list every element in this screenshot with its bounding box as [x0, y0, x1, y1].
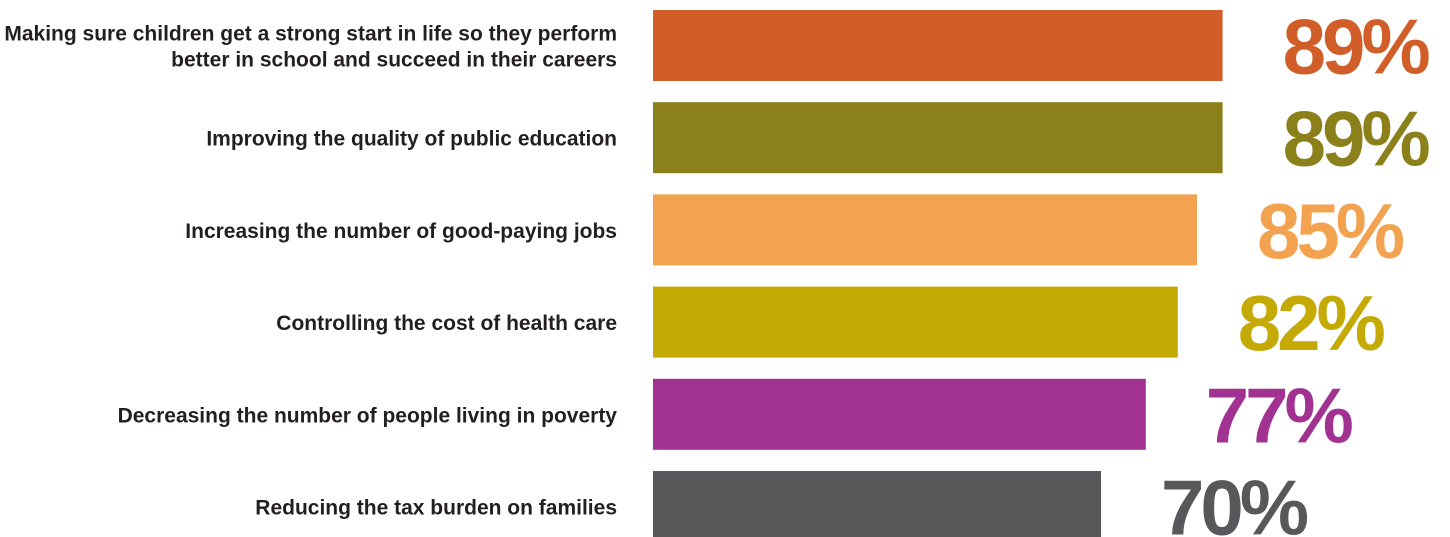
category-label-6: Reducing the tax burden on families [255, 497, 617, 520]
category-label-3: Increasing the number of good-paying job… [185, 220, 617, 243]
bar-6 [653, 471, 1101, 537]
value-label-2: 89% [1283, 95, 1430, 183]
value-label-1: 89% [1283, 3, 1430, 91]
category-labels: Making sure children get a strong start … [4, 23, 617, 520]
bar-4 [653, 286, 1178, 358]
bar-1 [653, 10, 1223, 81]
category-label-2: Improving the quality of public educatio… [206, 128, 617, 151]
category-label-1: Making sure children get a strong start … [4, 23, 617, 72]
category-label-4: Controlling the cost of health care [276, 312, 617, 335]
bar-3 [653, 194, 1197, 266]
category-label-5: Decreasing the number of people living i… [118, 404, 618, 427]
value-label-6: 70% [1161, 464, 1308, 537]
value-label-5: 77% [1206, 371, 1353, 459]
bars [653, 10, 1223, 537]
value-label-3: 85% [1257, 187, 1404, 275]
value-label-4: 82% [1238, 279, 1385, 367]
bar-2 [653, 102, 1223, 174]
value-labels: 89%89%85%82%77%70% [1161, 3, 1433, 537]
bar-5 [653, 378, 1146, 450]
